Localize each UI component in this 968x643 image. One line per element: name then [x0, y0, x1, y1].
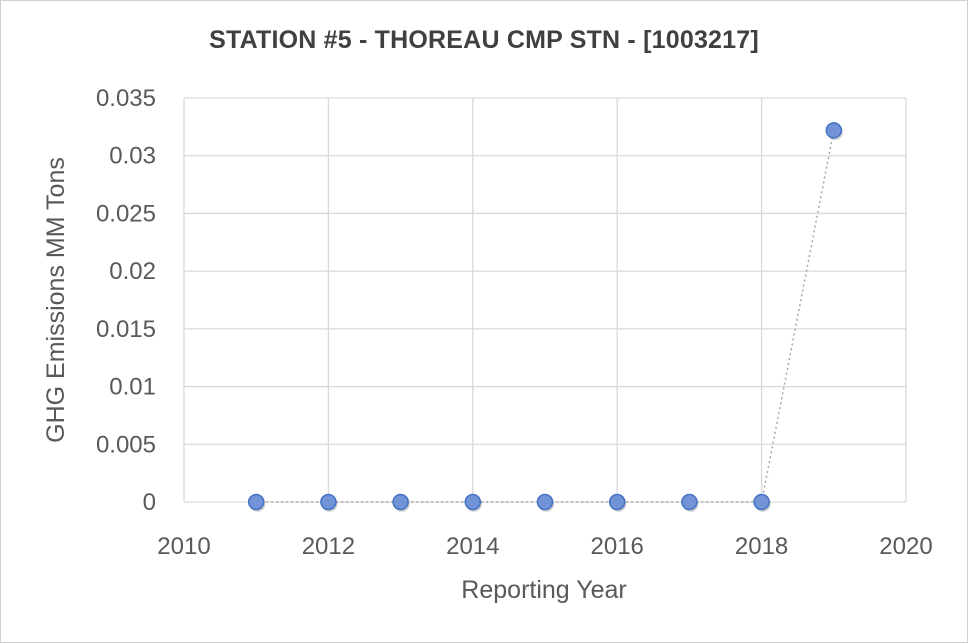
x-axis-ticks: 2010 2012 2014 2016 2018 2020: [157, 533, 932, 560]
data-point: [464, 493, 482, 511]
x-tick-label: 2020: [879, 533, 932, 560]
y-tick-label: 0.005: [96, 431, 156, 458]
y-axis-title: GHG Emissions MM Tons: [42, 157, 70, 443]
data-point: [825, 122, 843, 139]
y-tick-label: 0.02: [109, 258, 156, 285]
data-point: [681, 493, 698, 511]
chart-title: STATION #5 - THOREAU CMP STN - [1003217]: [209, 26, 759, 54]
x-tick-label: 2018: [735, 533, 788, 560]
x-tick-label: 2014: [446, 533, 499, 560]
data-point: [247, 493, 265, 511]
y-tick-label: 0.025: [96, 200, 156, 227]
data-point: [608, 493, 626, 511]
y-tick-label: 0.03: [109, 143, 156, 170]
series-connector-line: [256, 130, 835, 503]
data-point: [320, 493, 337, 511]
data-point: [536, 493, 554, 511]
data-points: [247, 122, 843, 512]
data-point: [753, 493, 770, 511]
x-tick-label: 2016: [591, 533, 644, 560]
x-tick-label: 2010: [157, 533, 210, 560]
x-axis-title: Reporting Year: [461, 576, 626, 604]
data-point: [392, 493, 409, 511]
grid: [183, 97, 907, 503]
y-tick-label: 0.01: [109, 374, 156, 401]
x-tick-label: 2012: [302, 533, 355, 560]
y-tick-label: 0: [143, 489, 156, 516]
y-tick-label: 0.015: [96, 316, 156, 343]
y-axis-ticks: 0 0.005 0.01 0.015 0.02 0.025 0.03 0.035: [96, 85, 156, 516]
y-tick-label: 0.035: [96, 85, 156, 112]
